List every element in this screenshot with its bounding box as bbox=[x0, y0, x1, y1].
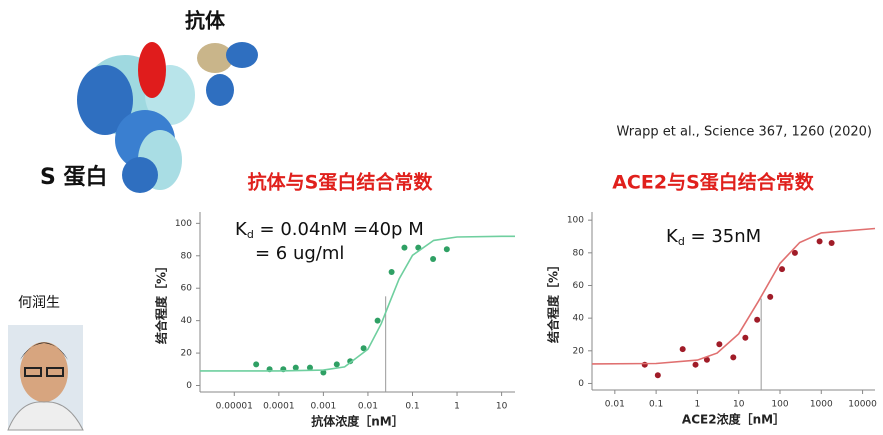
data-point bbox=[375, 318, 381, 324]
x-tick-label: 100 bbox=[771, 400, 788, 410]
slide: 抗体 S 蛋白 何润生 Wrapp et al., Science 367, 1… bbox=[0, 0, 883, 435]
fit-curve bbox=[200, 236, 515, 371]
x-tick-label: 10 bbox=[496, 402, 508, 412]
x-tick-label: 0.1 bbox=[649, 400, 663, 410]
y-tick-label: 40 bbox=[573, 314, 585, 324]
chart-title: ACE2与S蛋白结合常数 bbox=[612, 171, 815, 194]
kd-annotation: Kd = 35nM bbox=[666, 226, 761, 248]
x-tick-label: 0.01 bbox=[605, 400, 625, 410]
y-tick-label: 20 bbox=[573, 346, 585, 356]
y-tick-label: 0 bbox=[186, 381, 192, 391]
data-point bbox=[817, 238, 823, 244]
x-tick-label: 0.00001 bbox=[216, 402, 253, 412]
data-point bbox=[430, 256, 436, 262]
kd-annotation: = 6 ug/ml bbox=[255, 243, 344, 264]
data-point bbox=[334, 361, 340, 367]
x-axis-title: ACE2浓度［nM］ bbox=[682, 412, 785, 427]
data-point bbox=[401, 245, 407, 251]
x-tick-label: 0.001 bbox=[311, 402, 337, 412]
antibody-label: 抗体 bbox=[185, 9, 226, 33]
data-point bbox=[444, 246, 450, 252]
citation: Wrapp et al., Science 367, 1260 (2020) bbox=[617, 125, 872, 140]
chart-title: 抗体与S蛋白结合常数 bbox=[248, 171, 434, 194]
x-tick-label: 0.0001 bbox=[263, 402, 295, 412]
data-point bbox=[253, 361, 259, 367]
y-axis-title: 结合程度［%］ bbox=[546, 259, 561, 343]
y-tick-label: 20 bbox=[181, 349, 193, 359]
y-axis-title: 结合程度［%］ bbox=[154, 260, 169, 344]
data-point bbox=[742, 335, 748, 341]
y-tick-label: 100 bbox=[567, 216, 584, 226]
y-tick-label: 60 bbox=[181, 284, 193, 294]
x-tick-label: 10 bbox=[733, 400, 745, 410]
data-point bbox=[779, 266, 785, 272]
x-tick-label: 1000 bbox=[810, 400, 833, 410]
person-name: 何润生 bbox=[18, 295, 60, 311]
kd-annotation: Kd = 0.04nM =40p M bbox=[235, 219, 424, 241]
y-tick-label: 80 bbox=[181, 251, 193, 261]
data-point bbox=[642, 362, 648, 368]
x-tick-label: 1 bbox=[454, 402, 460, 412]
fit-curve bbox=[592, 229, 875, 364]
y-tick-label: 80 bbox=[573, 248, 585, 258]
data-point bbox=[389, 269, 395, 275]
kd-subscript: d bbox=[247, 228, 254, 241]
x-tick-label: 0.01 bbox=[358, 402, 378, 412]
y-tick-label: 100 bbox=[175, 219, 192, 229]
data-point bbox=[767, 294, 773, 300]
data-point bbox=[730, 354, 736, 360]
data-point bbox=[754, 317, 760, 323]
x-axis-title: 抗体浓度［nM］ bbox=[311, 414, 404, 429]
y-tick-label: 60 bbox=[573, 281, 585, 291]
x-tick-label: 10000 bbox=[848, 400, 877, 410]
data-point bbox=[680, 346, 686, 352]
portrait bbox=[8, 325, 83, 430]
kd-subscript: d bbox=[678, 235, 685, 248]
data-point bbox=[693, 362, 699, 368]
kd-value: = 6 ug/ml bbox=[255, 243, 344, 264]
y-tick-label: 0 bbox=[578, 379, 584, 389]
y-tick-label: 40 bbox=[181, 316, 193, 326]
s-protein-label: S 蛋白 bbox=[40, 164, 108, 190]
data-point bbox=[655, 372, 661, 378]
x-tick-label: 1 bbox=[695, 400, 701, 410]
data-point bbox=[829, 240, 835, 246]
kd-value: = 0.04nM =40p M bbox=[254, 219, 424, 240]
x-tick-label: 0.1 bbox=[405, 402, 419, 412]
data-point bbox=[716, 341, 722, 347]
slide-canvas: 抗体 S 蛋白 何润生 Wrapp et al., Science 367, 1… bbox=[0, 0, 883, 435]
kd-value: = 35nM bbox=[685, 226, 761, 247]
